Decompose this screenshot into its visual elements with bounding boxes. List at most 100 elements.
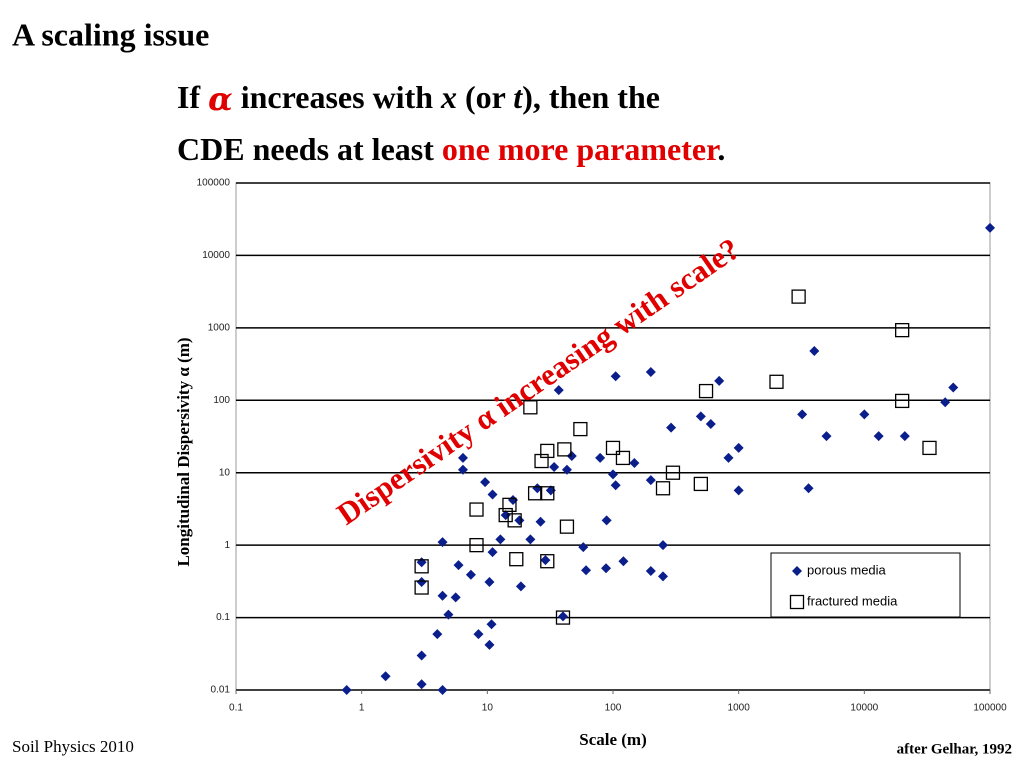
legend-label: fractured media xyxy=(807,593,898,608)
data-point xyxy=(380,671,391,682)
data-point xyxy=(705,419,716,430)
legend-label: porous media xyxy=(807,562,887,577)
data-point xyxy=(532,483,543,494)
data-point xyxy=(525,534,536,545)
data-point xyxy=(948,382,959,393)
data-point xyxy=(645,565,656,576)
data-point xyxy=(514,515,525,526)
footer-right: after Gelhar, 1992 xyxy=(897,741,1012,757)
data-point xyxy=(414,580,429,595)
data-point xyxy=(450,592,461,603)
data-point xyxy=(416,650,427,661)
data-point xyxy=(414,559,429,574)
data-point xyxy=(714,375,725,386)
x-tick-label: 0.1 xyxy=(229,703,243,714)
x-tick-label: 1 xyxy=(359,703,365,714)
data-point xyxy=(698,383,714,399)
y-tick-label: 0.01 xyxy=(211,685,231,696)
data-point xyxy=(559,519,575,534)
heading-text: ), then the xyxy=(522,79,660,115)
x-tick-label: 10 xyxy=(482,703,494,714)
heading-line: CDE needs at least one more parameter. xyxy=(137,131,749,167)
data-point xyxy=(540,555,551,566)
heading-text: t xyxy=(513,79,523,115)
data-point xyxy=(557,442,572,457)
y-tick-label: 1000 xyxy=(208,322,231,333)
data-point xyxy=(443,609,454,620)
data-point xyxy=(629,458,640,469)
y-tick-label: 0.1 xyxy=(216,612,230,623)
data-point xyxy=(566,451,577,462)
heading-highlight: one more parameter xyxy=(442,131,720,167)
data-point xyxy=(555,610,571,625)
heading-text: x xyxy=(440,79,457,115)
data-point xyxy=(666,422,677,433)
data-point xyxy=(803,483,814,494)
data-point xyxy=(416,576,427,587)
data-point xyxy=(809,345,820,356)
data-point xyxy=(573,421,588,437)
data-point xyxy=(509,552,524,567)
data-point xyxy=(553,385,564,396)
data-point xyxy=(535,516,546,527)
data-point xyxy=(437,685,448,695)
data-point xyxy=(645,475,656,486)
data-point xyxy=(523,400,538,415)
data-point xyxy=(895,393,910,409)
data-point xyxy=(484,639,495,650)
data-point xyxy=(615,450,631,466)
data-point xyxy=(595,452,606,463)
data-point xyxy=(723,452,734,463)
data-point xyxy=(791,289,806,304)
legend-marker xyxy=(789,594,805,610)
data-point xyxy=(540,486,555,501)
data-point xyxy=(557,611,568,622)
data-point xyxy=(618,556,629,567)
data-point xyxy=(561,464,572,475)
heading-symbol: α xyxy=(208,80,233,118)
data-point xyxy=(645,366,656,377)
data-point xyxy=(341,685,352,695)
data-point xyxy=(484,576,495,587)
data-point xyxy=(578,542,589,553)
data-point xyxy=(457,464,468,475)
data-point xyxy=(437,537,448,548)
heading-text: CDE needs at least xyxy=(177,131,442,167)
data-point xyxy=(437,590,448,601)
data-point xyxy=(469,502,484,517)
data-point xyxy=(733,485,744,496)
data-point xyxy=(534,453,549,469)
y-tick-label: 10 xyxy=(219,467,231,478)
heading-line: If α increases with x (or t), then the xyxy=(137,79,684,117)
data-point xyxy=(733,442,744,453)
data-point xyxy=(605,440,621,456)
data-point xyxy=(453,560,464,571)
y-tick-label: 100 xyxy=(213,395,230,406)
y-tick-label: 100000 xyxy=(197,178,231,189)
data-point xyxy=(498,507,513,523)
data-point xyxy=(608,469,618,480)
data-point xyxy=(549,461,560,472)
heading-text: (or xyxy=(457,79,513,115)
footer-left: Soil Physics 2010 xyxy=(12,737,134,756)
data-point xyxy=(469,537,484,553)
data-point xyxy=(797,409,808,420)
legend-marker xyxy=(792,566,802,576)
data-point xyxy=(502,497,517,513)
data-point xyxy=(769,374,784,389)
data-point xyxy=(859,409,870,420)
heading-text: increases with xyxy=(233,79,441,115)
data-point xyxy=(473,629,484,640)
data-point xyxy=(540,554,555,569)
legend: porous media fractured media xyxy=(770,552,961,618)
data-point xyxy=(693,476,708,492)
data-point xyxy=(601,515,612,526)
data-point xyxy=(601,563,612,574)
x-tick-label: 10000 xyxy=(850,703,878,714)
data-point xyxy=(581,565,592,576)
data-point xyxy=(610,480,621,491)
data-point xyxy=(432,629,443,640)
data-point xyxy=(457,452,468,463)
x-tick-label: 100 xyxy=(605,703,622,714)
